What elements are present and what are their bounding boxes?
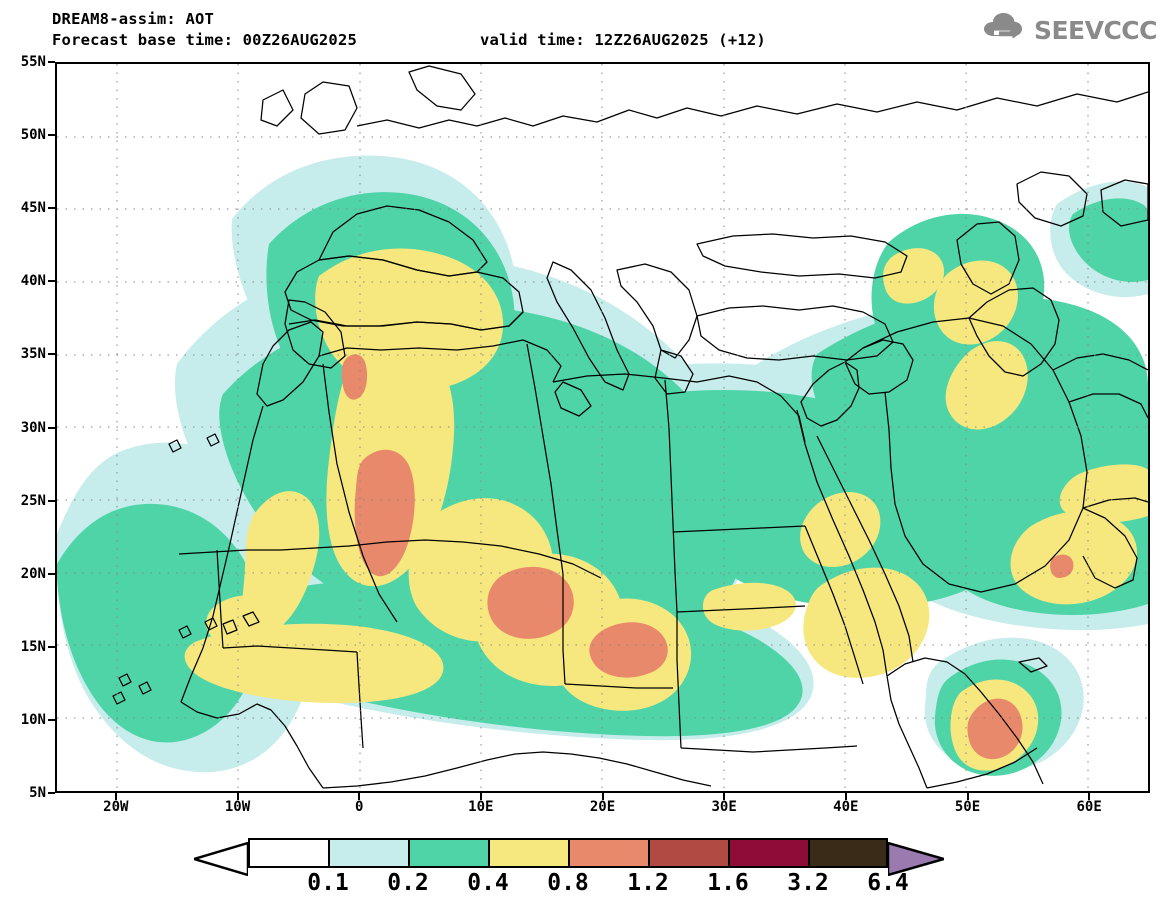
colorbar-cell-7[interactable] [808,838,888,868]
y-tick-label-15n: 15N [20,638,46,655]
x-tick-mark [723,793,726,800]
x-tick-label-10e: 10E [468,799,494,815]
y-tick-label-50n: 50N [20,127,46,144]
colorbar-tick-0.4: 0.4 [467,870,509,896]
colorbar-cell-6[interactable] [728,838,808,868]
colorbar-cell-4[interactable] [568,838,648,868]
y-tick-label-55n: 55N [20,54,46,70]
colorbar-cell-2[interactable] [408,838,488,868]
valid-time-label: valid time: 12Z26AUG2025 (+12) [480,31,766,49]
y-tick-mark [48,792,55,794]
x-tick-mark [114,793,117,800]
contour-band-0.8 [341,354,1074,760]
y-tick-label-45n: 45N [20,200,46,217]
colorbar-labels: 0.1 0.2 0.4 0.8 1.2 1.6 3.2 6.4 [0,870,1165,900]
colorbar-tick-1.2: 1.2 [627,870,669,896]
y-tick-label-30n: 30N [20,419,46,436]
seevccc-logo: SEEVCCC [981,12,1158,48]
x-tick-mark [601,793,604,800]
colorbar[interactable]: 0.1 0.2 0.4 0.8 1.2 1.6 3.2 6.4 [0,832,1165,904]
x-tick-mark [966,793,969,800]
colorbar-tick-1.6: 1.6 [707,870,749,896]
map-gridlines [57,64,1148,791]
page-title: DREAM8-assim: AOT [52,10,215,28]
x-tick-label-20w: 20W [103,799,129,815]
logo-text: SEEVCCC [1033,15,1158,45]
colorbar-cell-1[interactable] [328,838,408,868]
y-tick-mark [48,572,55,575]
x-tick-mark [479,793,482,800]
y-tick-mark [48,499,55,502]
colorbar-under-triangle-outline [189,841,250,877]
y-tick-mark [48,134,55,137]
y-tick-mark [48,353,55,356]
y-tick-label-25n: 25N [20,492,46,509]
x-tick-label-0: 0 [354,799,364,815]
y-tick-label-5n: 5N [29,785,46,801]
colorbar-tick-0.2: 0.2 [387,870,429,896]
x-tick-label-60e: 60E [1076,799,1102,815]
x-tick-mark [358,793,361,800]
base-time-label: Forecast base time: 00Z26AUG2025 [52,31,358,49]
x-tick-label-20e: 20E [589,799,616,815]
x-tick-label-10w: 10W [224,799,251,815]
y-tick-label-20n: 20N [20,565,46,582]
x-tick-mark [1088,793,1091,800]
y-tick-mark [48,645,55,648]
x-tick-label-30e: 30E [711,799,737,815]
y-tick-mark [48,426,55,429]
x-tick-mark [236,793,239,800]
y-tick-label-40n: 40N [20,273,46,290]
y-tick-label-35n: 35N [20,346,46,363]
colorbar-tick-3.2: 3.2 [787,870,829,896]
colorbar-cell-5[interactable] [648,838,728,868]
x-tick-label-40e: 40E [833,799,859,815]
map-plot-area[interactable] [55,62,1150,793]
colorbar-cell-0[interactable] [248,838,328,868]
y-tick-mark [48,207,55,210]
colorbar-tick-0.8: 0.8 [547,870,589,896]
y-tick-label-10n: 10N [20,711,46,728]
cloud-icon [981,12,1027,48]
x-tick-label-50e: 50E [954,799,981,815]
y-tick-mark [48,61,55,63]
y-tick-mark [48,718,55,721]
colorbar-cell-3[interactable] [488,838,568,868]
colorbar-cells[interactable] [248,838,888,868]
colorbar-tick-0.1: 0.1 [307,870,349,896]
header: DREAM8-assim: AOT Forecast base time: 00… [0,0,1165,58]
map-coastlines [112,65,1148,789]
y-tick-mark [48,280,55,283]
x-tick-mark [844,793,847,800]
aot-contour-map [57,64,1148,791]
colorbar-over-triangle [886,841,949,877]
